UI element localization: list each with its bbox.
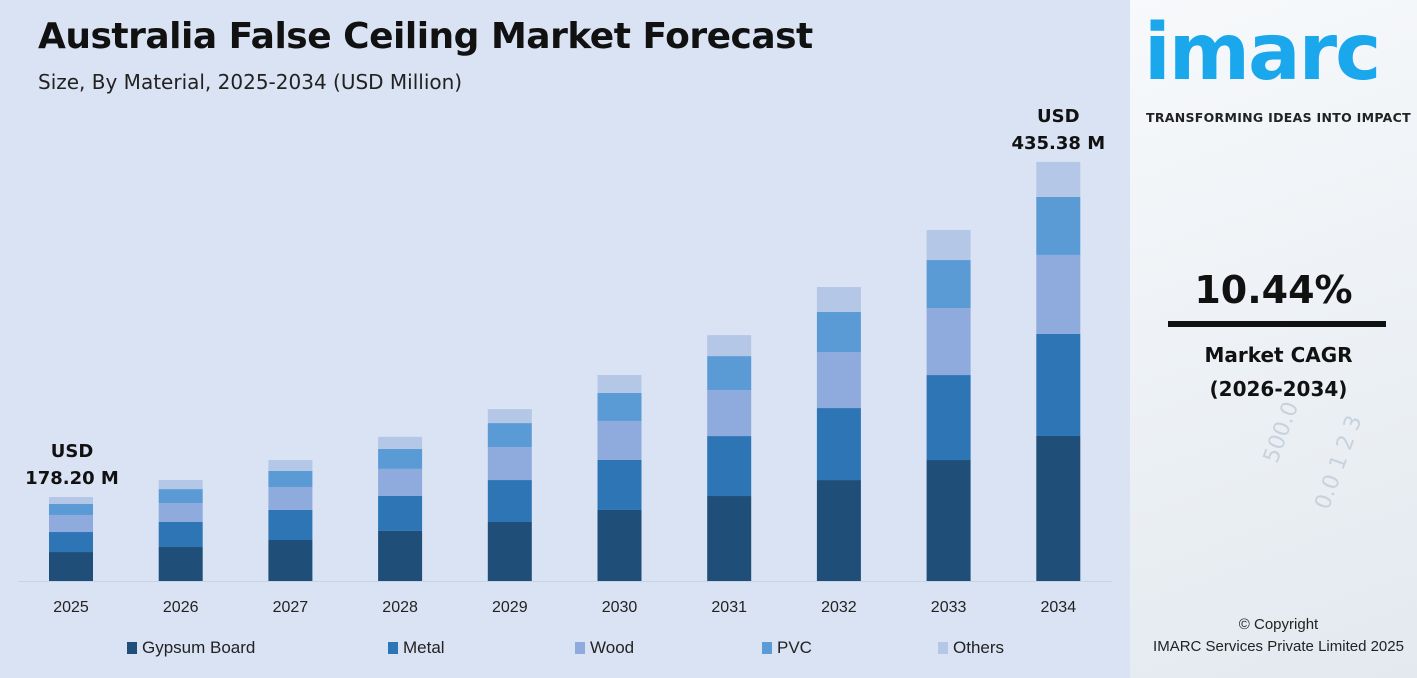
x-tick-label: 2030 [602, 599, 638, 616]
bar-segment-metal-2030 [597, 459, 642, 510]
bar-segment-metal-2029 [487, 480, 532, 523]
logo-tagline: TRANSFORMING IDEAS INTO IMPACT [1146, 110, 1411, 125]
bar-segment-metal-2034 [1036, 333, 1081, 436]
bar-segment-others-2025 [49, 496, 93, 505]
chart-subtitle: Size, By Material, 2025-2034 (USD Millio… [38, 70, 463, 94]
bar-segment-pvc-2032 [816, 312, 861, 353]
total-label-2025: USD [51, 441, 94, 462]
bar-segment-wood-2030 [597, 420, 642, 460]
bar-segment-gypsum-board-2030 [597, 509, 642, 581]
bar-segment-pvc-2027 [268, 471, 313, 487]
chart-title: Australia False Ceiling Market Forecast [38, 16, 813, 57]
legend-item-others: Others [938, 638, 1004, 658]
chart-panel: Australia False Ceiling Market Forecast … [0, 16, 1130, 658]
legend-swatch [575, 642, 585, 654]
x-tick-label: 2032 [821, 599, 857, 616]
bar-segment-gypsum-board-2028 [378, 530, 423, 581]
bar-segment-wood-2028 [378, 468, 423, 496]
legend-swatch [388, 642, 398, 654]
bar-segment-pvc-2029 [487, 423, 532, 448]
legend-item-metal: Metal [388, 638, 445, 658]
bar-segment-gypsum-board-2029 [487, 522, 532, 581]
x-tick-label: 2026 [163, 599, 199, 616]
bar-segment-wood-2029 [487, 447, 532, 481]
bar-segment-wood-2026 [158, 503, 203, 523]
total-label-2034: 435.38 M [1011, 133, 1105, 154]
bar-segment-others-2030 [597, 374, 642, 393]
legend-label: Gypsum Board [142, 638, 256, 657]
legend: Gypsum Board Metal Wood PVC Others [0, 638, 1130, 658]
bar-segment-pvc-2026 [158, 489, 203, 504]
bar-segment-metal-2031 [707, 436, 752, 497]
cagr-value: 10.44% [1194, 268, 1353, 312]
bar-segment-gypsum-board-2027 [268, 540, 313, 581]
stacked-bar-chart: 2025 2026 2027 2028 2029 2030 2031 2032 2033 2034… [18, 106, 1112, 616]
imarc-logo: imarc [1144, 8, 1381, 98]
bar-segment-pvc-2025 [49, 504, 93, 515]
bar-segment-wood-2034 [1036, 254, 1081, 334]
legend-label: Others [953, 638, 1005, 657]
legend-swatch [127, 642, 137, 654]
decorative-background-text: 0.0 1 2 3 [1310, 412, 1368, 513]
copyright: © Copyright [1238, 616, 1319, 633]
bar-segment-wood-2033 [926, 308, 971, 376]
legend-item-gypsum-board: Gypsum Board [127, 638, 255, 658]
bar-segment-others-2033 [926, 230, 971, 261]
legend-label: Metal [403, 638, 445, 657]
bar-segment-others-2034 [1036, 161, 1081, 197]
x-tick-label: 2033 [931, 599, 967, 616]
legend-swatch [762, 642, 772, 654]
legend-item-wood: Wood [575, 638, 634, 658]
bar-segment-metal-2028 [378, 495, 423, 531]
bar-segment-pvc-2033 [926, 260, 971, 309]
bar-segment-others-2028 [378, 436, 423, 449]
legend-label: Wood [590, 638, 635, 657]
bar-segment-pvc-2031 [707, 356, 752, 391]
cagr-label: Market CAGR [1204, 343, 1353, 367]
bar-segment-pvc-2034 [1036, 196, 1081, 255]
bar-segment-metal-2032 [816, 408, 861, 481]
legend-swatch [938, 642, 948, 654]
x-tick-label: 2029 [492, 599, 528, 616]
total-label-2034: USD [1037, 106, 1080, 127]
company-name: IMARC Services Private Limited 2025 [1153, 638, 1404, 655]
bar-segment-wood-2032 [816, 352, 861, 409]
legend-item-pvc: PVC [762, 638, 812, 658]
bar-segment-gypsum-board-2031 [707, 496, 752, 581]
bar-segment-pvc-2030 [597, 392, 642, 421]
bar-segment-gypsum-board-2026 [158, 547, 203, 581]
brand-panel: 500.0 0.0 1 2 3 imarc TRANSFORMING IDEAS… [1130, 0, 1417, 678]
bar-segment-metal-2027 [268, 509, 313, 541]
x-tick-label: 2034 [1041, 599, 1077, 616]
bar-segment-metal-2026 [158, 522, 203, 548]
legend-label: PVC [777, 638, 812, 657]
bar-segment-wood-2025 [49, 514, 93, 533]
bar-segment-wood-2031 [707, 390, 752, 437]
total-label-2025: 178.20 M [25, 468, 119, 489]
x-tick-label: 2025 [53, 599, 89, 616]
x-tick-label: 2031 [711, 599, 747, 616]
x-tick-label: 2027 [273, 599, 309, 616]
cagr-period: (2026-2034) [1209, 377, 1348, 401]
divider [1168, 321, 1386, 327]
bar-segment-gypsum-board-2025 [49, 552, 93, 581]
bar-segment-others-2029 [487, 409, 532, 424]
bar-segment-others-2031 [707, 335, 752, 357]
bar-segment-others-2027 [268, 460, 313, 472]
bar-segment-gypsum-board-2034 [1036, 435, 1081, 581]
bar-segment-metal-2033 [926, 375, 971, 461]
bar-segment-gypsum-board-2032 [816, 480, 861, 581]
bar-segment-others-2026 [158, 480, 203, 490]
bar-segment-metal-2025 [49, 532, 93, 553]
bar-segment-pvc-2028 [378, 448, 423, 469]
bar-segment-gypsum-board-2033 [926, 460, 971, 581]
bar-segment-wood-2027 [268, 486, 313, 510]
decorative-background-text: 500.0 [1258, 398, 1305, 467]
bar-segment-others-2032 [816, 286, 861, 313]
x-tick-label: 2028 [382, 599, 418, 616]
